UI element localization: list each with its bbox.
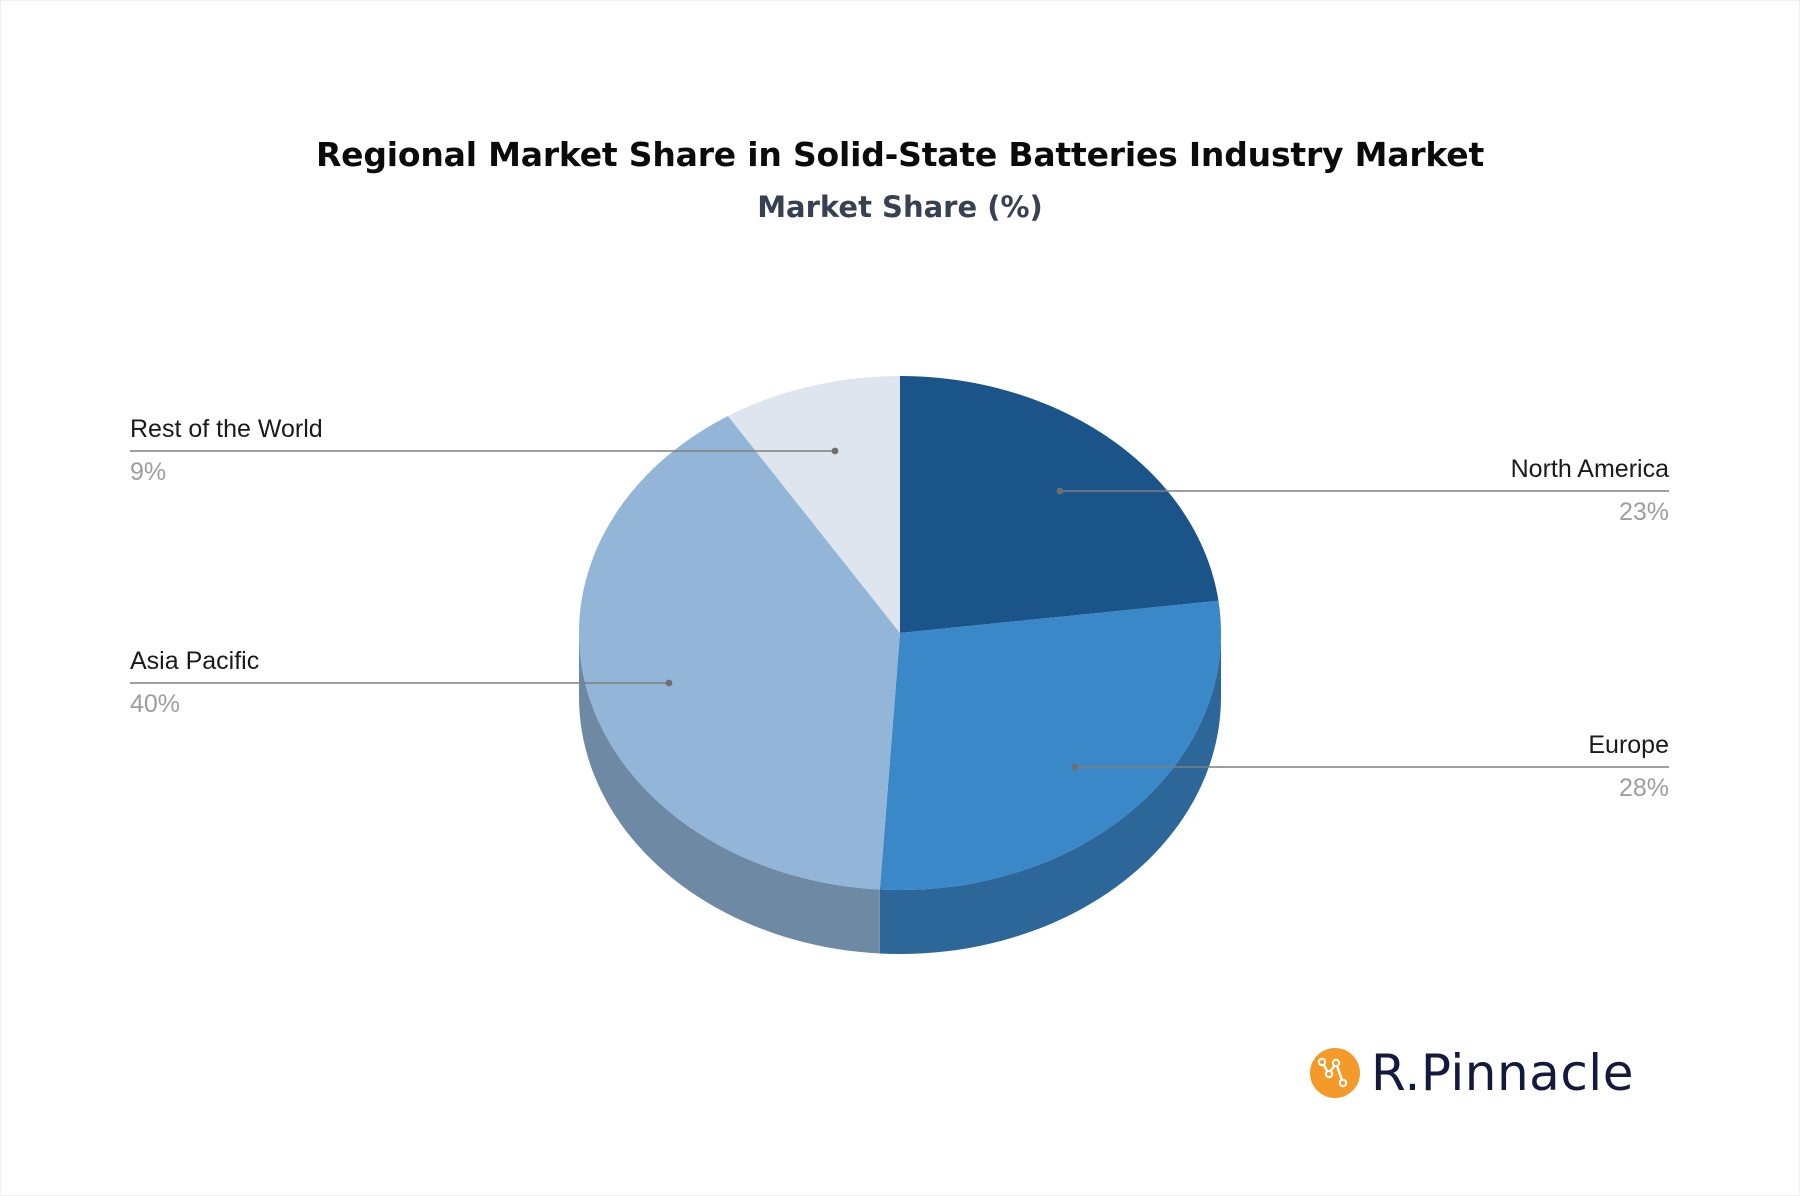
label-asia-pacific: Asia Pacific bbox=[130, 647, 260, 675]
label-europe: Europe bbox=[1588, 731, 1669, 759]
value-asia-pacific: 40% bbox=[130, 690, 181, 718]
value-rest-of-world: 9% bbox=[130, 458, 167, 486]
leader-dot-asia-pacific bbox=[665, 679, 673, 687]
pie-slice-rest-of-the-world[interactable] bbox=[728, 376, 900, 633]
pie-slice-asia-pacific[interactable] bbox=[579, 416, 900, 890]
pie-side-asia-pacific bbox=[579, 633, 880, 954]
value-europe: 28% bbox=[1618, 774, 1669, 802]
chart-subtitle: Market Share (%) bbox=[757, 190, 1043, 224]
leader-dot-rest-of-the-world bbox=[831, 447, 839, 455]
pie-slice-europe[interactable] bbox=[879, 600, 1221, 890]
leader-dot-europe bbox=[1071, 763, 1079, 771]
chart-title: Regional Market Share in Solid-State Bat… bbox=[315, 135, 1485, 174]
value-north-america: 23% bbox=[1618, 498, 1669, 526]
pie-slice-north-america[interactable] bbox=[900, 376, 1219, 633]
pie-side-faces bbox=[579, 633, 1221, 954]
pie-top-faces bbox=[579, 376, 1221, 890]
brand-logo: R.Pinnacle bbox=[1309, 1045, 1634, 1101]
chart-nodes-icon bbox=[1310, 1048, 1360, 1098]
leader-lines bbox=[130, 447, 1669, 771]
label-rest-of-world: Rest of the World bbox=[130, 415, 323, 443]
leader-dot-north-america bbox=[1056, 487, 1064, 495]
brand-name: R.Pinnacle bbox=[1371, 1044, 1634, 1102]
pie-side-europe bbox=[879, 633, 1221, 954]
label-north-america: North America bbox=[1510, 455, 1669, 483]
